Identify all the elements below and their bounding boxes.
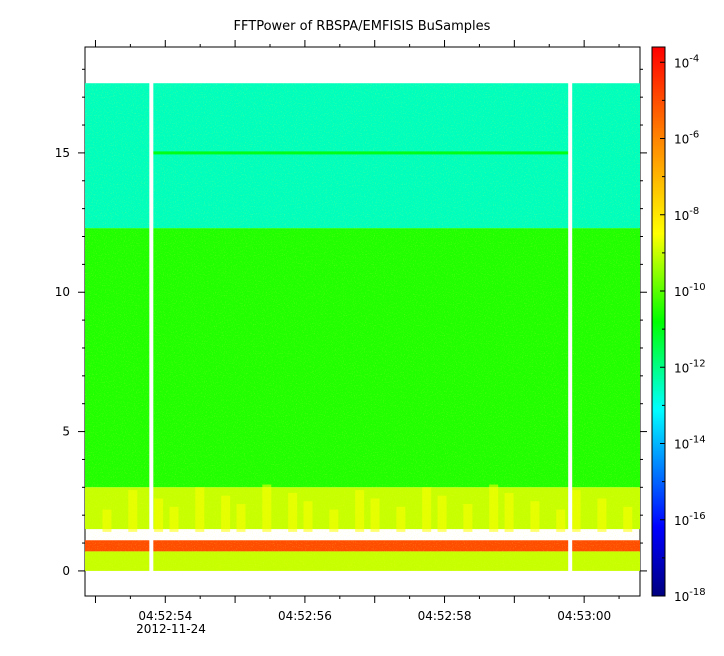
y-tick-label-2: 10 [55, 285, 70, 299]
colorbar-tick-label-0: 10-4 [674, 53, 699, 70]
burst-feature-22 [597, 498, 607, 532]
chart-title: FFTPower of RBSPA/EMFISIS BuSamples [234, 19, 491, 34]
x-tick-label-2: 04:52:58 [418, 609, 472, 623]
colorbar-tick-label-6: 10-16 [674, 511, 706, 528]
x-tick-label-3: 04:53:00 [557, 609, 611, 623]
x-tick-label-0: 04:52:54 [138, 609, 192, 623]
colorbar-axis: 10-4 10-6 10-8 10-10 10-12 10-14 10-16 10-18 [660, 53, 706, 604]
colorbar-tick-label-3: 10-10 [674, 282, 706, 299]
colorbar-tick-label-2: 10-8 [674, 206, 699, 223]
burst-feature-15 [437, 495, 447, 532]
burst-feature-17 [489, 484, 499, 532]
burst-feature-8 [288, 492, 298, 532]
burst-feature-19 [530, 501, 540, 532]
burst-feature-21 [571, 490, 581, 532]
data-gap-1 [568, 82, 573, 572]
burst-feature-1 [128, 490, 138, 532]
y-tick-label-3: 15 [55, 146, 70, 160]
burst-feature-13 [396, 506, 406, 532]
burst-feature-2 [154, 498, 164, 532]
burst-feature-9 [303, 501, 313, 532]
burst-feature-11 [355, 490, 365, 532]
y-tick-label-1: 5 [62, 425, 70, 439]
burst-feature-7 [262, 484, 272, 532]
burst-feature-18 [504, 492, 514, 532]
x-axis: 04:52:54 04:52:56 04:52:58 04:53:00 [94, 40, 620, 623]
x-tick-label-1: 04:52:56 [278, 609, 332, 623]
burst-feature-14 [422, 487, 432, 532]
burst-feature-3 [169, 506, 179, 532]
spectrogram-noise-texture [85, 83, 640, 571]
burst-feature-0 [102, 509, 112, 532]
burst-feature-16 [463, 504, 473, 532]
y-tick-label-0: 0 [62, 564, 70, 578]
colorbar-tick-label-4: 10-12 [674, 358, 706, 375]
colorbar [651, 46, 666, 597]
colorbar-tick-label-7: 10-18 [674, 587, 706, 604]
burst-feature-12 [370, 498, 380, 532]
burst-feature-4 [195, 487, 205, 532]
burst-feature-20 [556, 509, 566, 532]
burst-feature-5 [221, 495, 231, 532]
burst-feature-6 [236, 504, 246, 532]
x-tick-date-label: 2012-11-24 [136, 622, 206, 636]
burst-feature-23 [623, 506, 633, 532]
burst-feature-10 [329, 509, 339, 532]
data-gap-0 [149, 82, 154, 572]
spectral-line-0 [151, 151, 571, 155]
spectrogram-image [85, 83, 640, 571]
y-axis: 0 5 10 15 [55, 68, 647, 578]
colorbar-tick-label-1: 10-6 [674, 130, 699, 147]
colorbar-tick-label-5: 10-14 [674, 435, 706, 452]
